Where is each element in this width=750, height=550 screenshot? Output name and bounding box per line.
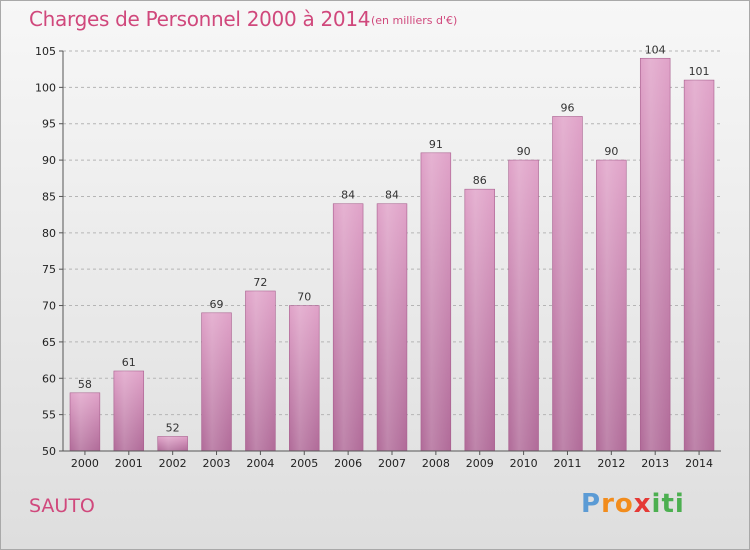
y-tick-label: 50 xyxy=(42,445,56,458)
x-tick-label: 2014 xyxy=(685,457,713,470)
bar-shine xyxy=(113,371,144,451)
y-tick-label: 105 xyxy=(35,45,56,58)
bar-value-label: 84 xyxy=(385,189,399,202)
bar-value-label: 52 xyxy=(166,421,180,434)
bar-shine xyxy=(377,203,407,451)
bar-shine xyxy=(596,160,627,451)
bar-shine xyxy=(333,203,364,451)
bar-shine xyxy=(289,305,320,451)
bar-shine xyxy=(464,189,495,451)
bar-shine xyxy=(552,116,583,452)
x-tick-label: 2009 xyxy=(466,457,494,470)
bar-value-label: 86 xyxy=(473,174,487,187)
y-tick-label: 100 xyxy=(35,81,56,94)
x-tick-label: 2001 xyxy=(115,457,143,470)
commune-name: SAUTO xyxy=(29,495,95,517)
logo-letter: i xyxy=(674,489,685,519)
bar-value-label: 104 xyxy=(645,43,666,56)
bar-value-label: 69 xyxy=(210,298,224,311)
x-tick-label: 2007 xyxy=(378,457,406,470)
bar-value-label: 70 xyxy=(297,291,311,304)
x-tick-label: 2012 xyxy=(597,457,625,470)
y-tick-label: 65 xyxy=(42,336,56,349)
x-tick-label: 2002 xyxy=(159,457,187,470)
logo-letter: t xyxy=(661,489,675,519)
proxiti-logo: Proxiti xyxy=(581,489,685,519)
y-tick-label: 75 xyxy=(42,263,56,276)
bar-shine xyxy=(684,80,714,451)
bar-shine xyxy=(70,392,100,451)
bar-value-label: 91 xyxy=(429,138,443,151)
y-tick-label: 95 xyxy=(42,118,56,131)
x-tick-label: 2010 xyxy=(510,457,538,470)
x-tick-label: 2013 xyxy=(641,457,669,470)
bar-value-label: 84 xyxy=(341,189,355,202)
y-tick-label: 70 xyxy=(42,300,56,313)
bar-value-label: 96 xyxy=(560,101,574,114)
y-tick-label: 90 xyxy=(42,154,56,167)
x-tick-label: 2004 xyxy=(246,457,274,470)
x-tick-label: 2011 xyxy=(553,457,581,470)
bar-shine xyxy=(420,152,451,451)
bar-value-label: 101 xyxy=(689,65,710,78)
labels: 50 55 60 65 70 75 80 85 90 95 100 105 58 2000 61 2001 52… xyxy=(35,43,713,470)
logo-letter: r xyxy=(601,489,615,519)
chart-title: Charges de Personnel 2000 à 2014 xyxy=(29,7,371,31)
bar-shine xyxy=(640,58,671,451)
bar-shine xyxy=(201,312,232,451)
bar-shine xyxy=(157,436,188,451)
logo-letter: o xyxy=(614,489,634,519)
x-tick-label: 2000 xyxy=(71,457,99,470)
bar-shine xyxy=(245,291,276,451)
logo-letter: P xyxy=(581,489,602,519)
bar-value-label: 61 xyxy=(122,356,136,369)
logo-letter: i xyxy=(651,489,662,519)
chart-subtitle: (en milliers d'€) xyxy=(371,14,458,27)
x-tick-label: 2006 xyxy=(334,457,362,470)
x-tick-label: 2005 xyxy=(290,457,318,470)
y-tick-label: 55 xyxy=(42,409,56,422)
bars xyxy=(69,57,715,452)
x-tick-label: 2003 xyxy=(203,457,231,470)
y-tick-label: 80 xyxy=(42,227,56,240)
bar-value-label: 72 xyxy=(253,276,267,289)
bar-shine xyxy=(508,160,539,451)
y-tick-label: 85 xyxy=(42,190,56,203)
bar-value-label: 90 xyxy=(517,145,531,158)
bar-value-label: 90 xyxy=(604,145,618,158)
logo-letter: x xyxy=(633,489,652,519)
axes xyxy=(59,50,721,455)
bar-value-label: 58 xyxy=(78,378,92,391)
y-tick-label: 60 xyxy=(42,372,56,385)
x-tick-label: 2008 xyxy=(422,457,450,470)
